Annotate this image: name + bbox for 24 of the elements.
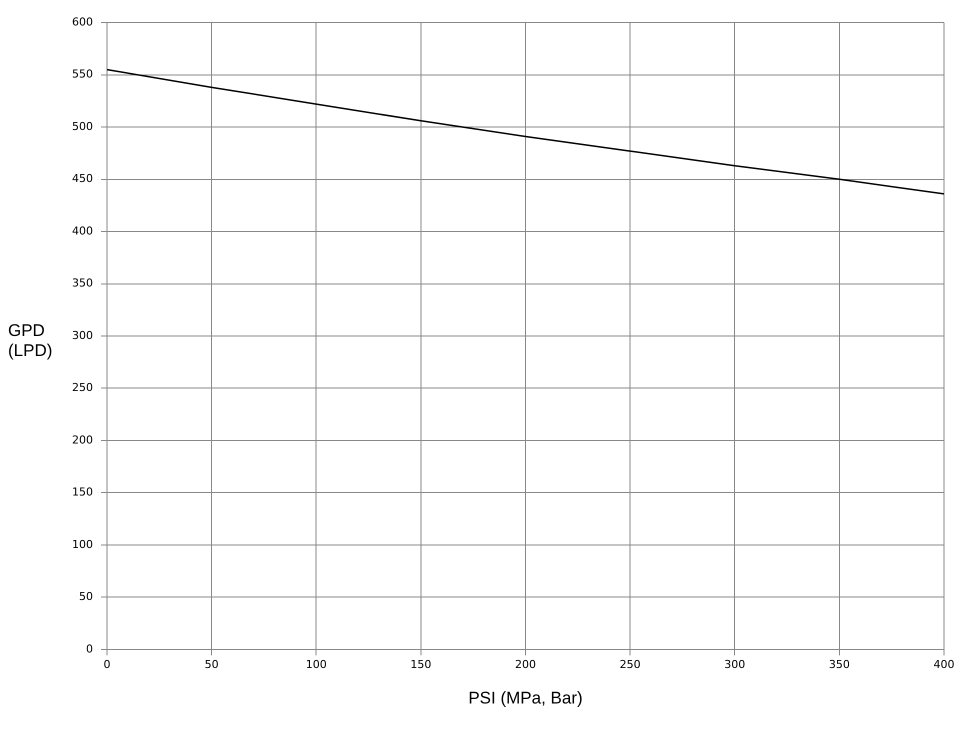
y-tick-label: 100 <box>72 538 93 551</box>
y-tick-label: 350 <box>72 276 93 290</box>
y-tick-label: 200 <box>72 433 93 446</box>
y-tick-label: 150 <box>72 486 93 499</box>
y-tick-label: 600 <box>72 15 93 28</box>
x-tick-label: 150 <box>410 658 432 671</box>
y-tick-label: 550 <box>72 68 93 81</box>
y-tick-label: 500 <box>72 120 93 133</box>
x-tick-label: 300 <box>724 658 746 671</box>
y-tick-label: 0 <box>86 642 93 656</box>
y-tick-label: 250 <box>72 381 93 394</box>
x-tick-label: 100 <box>306 658 327 671</box>
y-tick-label: 450 <box>72 172 93 186</box>
y-tick-label: 300 <box>72 328 93 342</box>
x-tick-label: 350 <box>828 658 850 671</box>
y-tick-label: 50 <box>78 590 93 604</box>
x-tick-label: 0 <box>103 658 110 671</box>
x-tick-label: 250 <box>620 658 641 671</box>
x-tick-label: 50 <box>204 658 219 671</box>
y-axis-title: GPD (LPD) <box>8 320 54 360</box>
y-tick-label: 400 <box>72 224 93 238</box>
x-tick-label: 200 <box>515 658 536 671</box>
x-axis-title: PSI (MPa, Bar) <box>468 688 583 708</box>
x-tick-label: 400 <box>934 658 954 671</box>
